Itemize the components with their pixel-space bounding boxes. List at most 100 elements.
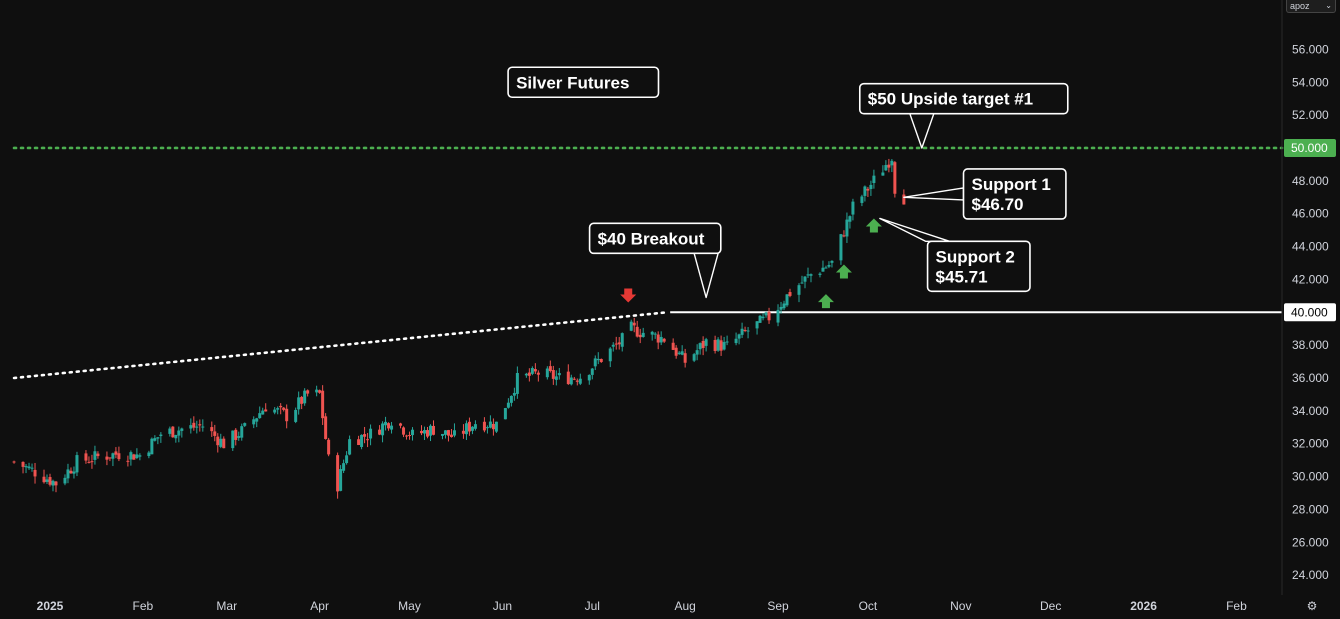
candle-body — [617, 342, 621, 345]
candle — [872, 169, 876, 189]
candle — [488, 415, 492, 429]
candle — [485, 425, 489, 434]
y-axis[interactable]: 24.000 26.000 28.000 30.000 32.000 34.000 36.0… — [1292, 42, 1329, 582]
candle-body — [66, 469, 70, 479]
candle — [33, 462, 37, 484]
x-tick-label: Nov — [950, 599, 971, 613]
candle — [315, 385, 319, 397]
candle-body — [69, 470, 73, 474]
candle — [282, 407, 286, 412]
candle — [548, 360, 552, 373]
target-callout-box — [858, 82, 1069, 115]
candle — [156, 437, 160, 445]
candle-body — [402, 427, 406, 435]
candle — [515, 366, 519, 399]
candle-body — [378, 429, 382, 435]
candle — [599, 358, 603, 363]
candle-body — [704, 339, 708, 346]
x-tick-label: Sep — [767, 599, 789, 613]
candle-body — [902, 194, 906, 205]
candle-body — [656, 334, 660, 343]
candle-body — [192, 422, 196, 428]
candle-body — [830, 260, 834, 263]
y-tick-label: 42.000 — [1292, 272, 1329, 286]
candle-body — [887, 164, 891, 168]
candle — [42, 469, 46, 484]
candle — [575, 378, 579, 386]
candle-body — [420, 430, 424, 434]
candle-body — [21, 461, 25, 467]
candle-body — [743, 329, 747, 331]
target-callout-text: $50 Upside target #1 — [868, 90, 1033, 109]
candle-body — [662, 338, 666, 342]
candle-body — [866, 188, 870, 191]
candle — [21, 461, 25, 474]
candle — [408, 431, 412, 440]
candle-body — [423, 430, 426, 434]
candle-body — [54, 481, 58, 486]
candle-body — [719, 340, 723, 351]
candle-body — [342, 463, 346, 471]
candle — [84, 450, 88, 464]
candle-body — [575, 380, 579, 382]
candle — [758, 314, 762, 323]
candle-body — [255, 418, 259, 422]
candle — [93, 445, 97, 465]
candle — [527, 368, 531, 382]
candle-body — [608, 348, 612, 362]
candle-body — [659, 336, 663, 343]
candle-body — [425, 430, 429, 437]
candle — [198, 419, 202, 432]
candle — [90, 454, 94, 469]
candle — [279, 403, 283, 415]
candle — [440, 433, 444, 440]
candle-body — [258, 413, 262, 419]
candle — [138, 453, 142, 461]
x-axis[interactable]: 2025 Feb Mar Apr May Jun Jul Aug Sep Oct Nov Dec 202… — [37, 599, 1247, 613]
x-tick-label: 2025 — [37, 599, 64, 613]
title-callout-text: Silver Futures — [516, 73, 629, 92]
price-badges: 50.000 40.000 — [1284, 138, 1336, 322]
breakout-callout-box — [588, 222, 722, 255]
candle-body — [369, 428, 373, 439]
candle — [384, 416, 388, 431]
candle-body — [572, 378, 576, 380]
candle — [887, 158, 891, 173]
candle-body — [818, 273, 822, 275]
candle — [27, 462, 31, 470]
candle-body — [84, 453, 88, 461]
candle-body — [27, 466, 31, 469]
candle — [506, 398, 510, 409]
candle-body — [387, 423, 391, 429]
candle — [635, 320, 639, 338]
candle-body — [677, 352, 681, 354]
candle-body — [764, 312, 768, 316]
candle — [683, 348, 687, 368]
candle-body — [761, 316, 765, 319]
candle-body — [767, 311, 771, 321]
candle-body — [72, 471, 76, 474]
candle — [659, 331, 663, 346]
candle — [132, 453, 136, 460]
candle-body — [168, 428, 172, 434]
x-tick-label: Aug — [674, 599, 695, 613]
candle — [764, 311, 768, 318]
candle — [177, 426, 181, 443]
candle-body — [548, 366, 552, 372]
candle — [261, 407, 265, 415]
candle-body — [261, 410, 265, 415]
candle-body — [785, 294, 789, 306]
candle-body — [632, 322, 636, 326]
candle — [851, 198, 855, 221]
symbol-selector[interactable]: apoz ⌄ — [1286, 0, 1336, 13]
candle — [470, 426, 474, 435]
chevron-down-icon: ⌄ — [1325, 1, 1332, 10]
candle — [572, 376, 576, 381]
x-tick-label: May — [398, 599, 421, 613]
gear-icon[interactable]: ⚙ — [1306, 599, 1318, 613]
candle-body — [135, 454, 139, 459]
candle — [428, 424, 432, 442]
candle-body — [345, 455, 349, 464]
candle-body — [360, 434, 364, 447]
